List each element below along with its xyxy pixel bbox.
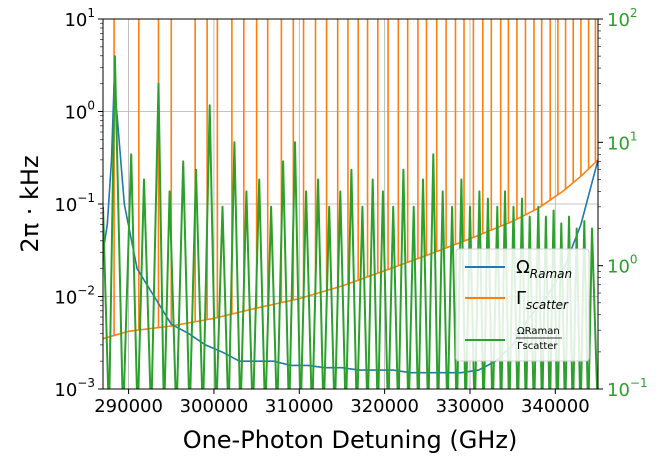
- y-right-tick-label: 10−1: [607, 376, 648, 401]
- y-left-tick-label: 101: [64, 6, 95, 31]
- y-right-tick-label: 101: [607, 129, 638, 154]
- y-axis-right: 10−1 100 101 102: [598, 6, 648, 401]
- y-left-tick-label: 10−2: [54, 284, 95, 309]
- x-tick-label: 320000: [350, 396, 419, 417]
- x-axis-label: One-Photon Detuning (GHz): [183, 426, 518, 454]
- y-right-tick-label: 100: [607, 253, 638, 278]
- legend-box: [455, 248, 590, 362]
- legend-omega-sub: Raman: [530, 267, 572, 281]
- y-right-tick-label: 102: [607, 6, 638, 31]
- x-tick-label: 300000: [180, 396, 249, 417]
- x-tick-label: 310000: [265, 396, 334, 417]
- y-left-tick-label: 10−1: [54, 191, 95, 216]
- legend[interactable]: ΩRaman Γscatter ΩRaman Γscatter: [455, 248, 590, 362]
- x-tick-label: 340000: [521, 396, 590, 417]
- legend-ratio-numerator: ΩRaman: [517, 326, 560, 337]
- legend-ratio-denominator: Γscatter: [517, 341, 558, 352]
- legend-gamma-sub: scatter: [526, 298, 569, 312]
- y-left-tick-label: 10−3: [54, 376, 95, 401]
- x-tick-label: 330000: [436, 396, 505, 417]
- series-ratio-line: [103, 55, 598, 389]
- series-layer: [103, 19, 598, 389]
- legend-omega-main: Ω: [516, 257, 530, 278]
- x-axis: 290000 300000 310000 320000 330000 340000: [94, 389, 590, 417]
- legend-label-gamma: Γscatter: [516, 288, 569, 312]
- y-left-tick-label: 100: [64, 99, 95, 124]
- y-axis-label: 2π · kHz: [16, 155, 44, 252]
- y-axis-left: 10−3 10−2 10−1 100 101: [54, 6, 103, 401]
- legend-gamma-main: Γ: [516, 288, 526, 309]
- x-tick-label: 290000: [94, 396, 163, 417]
- legend-label-omega: ΩRaman: [516, 257, 572, 281]
